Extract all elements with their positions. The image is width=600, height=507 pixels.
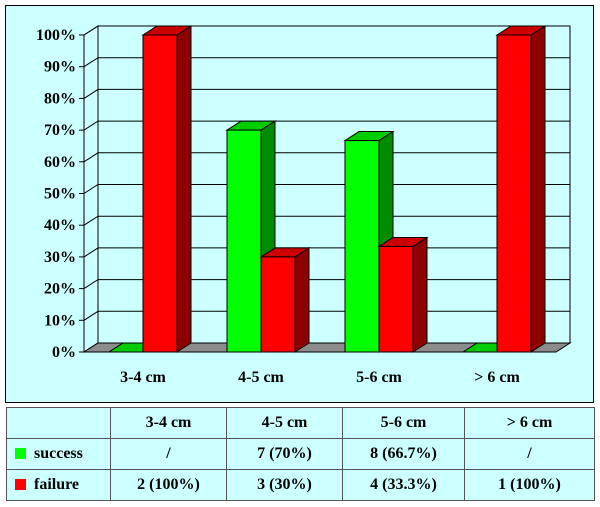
row-label-success: success	[6, 438, 111, 470]
row-label-text: success	[34, 445, 83, 462]
y-tick-label: 60%	[44, 154, 76, 171]
y-tick-label: 10%	[44, 312, 76, 329]
table-header-cell: 4-5 cm	[226, 407, 343, 439]
bar-success	[344, 140, 380, 353]
x-tick-label: 3-4 cm	[120, 369, 166, 386]
y-tick-label: 100%	[36, 27, 76, 44]
gridline	[83, 120, 570, 131]
bar-failure	[260, 256, 296, 353]
table-header-cell: 5-6 cm	[342, 407, 465, 439]
bar-failure	[142, 34, 178, 353]
table-cell: 1 (100%)	[464, 469, 595, 501]
gridline	[83, 57, 570, 68]
table-row-failure: failure 2 (100%) 3 (30%) 4 (33.3%) 1 (10…	[6, 469, 595, 501]
y-tick-label: 40%	[44, 217, 76, 234]
y-tick-label: 70%	[44, 122, 76, 139]
table-cell: 3 (30%)	[226, 469, 343, 501]
y-tick-label: 30%	[44, 249, 76, 266]
table-header-cell: 3-4 cm	[110, 407, 227, 439]
y-tick-label: 20%	[44, 281, 76, 298]
bar-chart: 0% 10% 20% 30% 40% 50% 60% 70% 80% 90% 100% 3-4 cm 4…	[36, 25, 572, 386]
bar-failure-side	[294, 246, 310, 353]
table-row-success: success / 7 (70%) 8 (66.7%) /	[6, 438, 595, 470]
bar-failure	[378, 245, 414, 353]
x-tick-label: 4-5 cm	[238, 369, 284, 386]
x-tick-label: > 6 cm	[474, 369, 520, 386]
table-header-cell: > 6 cm	[464, 407, 595, 439]
table-cell: 2 (100%)	[110, 469, 227, 501]
y-tick-label: 80%	[44, 90, 76, 107]
y-tick-label: 50%	[44, 186, 76, 203]
x-tick-label: 5-6 cm	[356, 369, 402, 386]
table-cell: 4 (33.3%)	[342, 469, 465, 501]
table-header-cell	[6, 407, 111, 439]
gridline	[83, 215, 570, 226]
row-label-failure: failure	[6, 469, 111, 501]
gridline	[83, 184, 570, 194]
table-cell: /	[110, 438, 227, 470]
table-cell: 8 (66.7%)	[342, 438, 465, 470]
success-legend-swatch	[15, 448, 26, 459]
bar-success	[226, 129, 262, 353]
gridline	[83, 88, 570, 99]
failure-legend-swatch	[15, 479, 26, 490]
bar-failure-side	[412, 236, 428, 353]
data-table: 3-4 cm 4-5 cm 5-6 cm > 6 cm success / 7 …	[6, 407, 595, 501]
bar-failure-side	[530, 25, 546, 353]
gridline	[83, 25, 570, 36]
y-tick-label: 0%	[52, 344, 76, 361]
bar-failure	[496, 34, 532, 353]
table-header-row: 3-4 cm 4-5 cm 5-6 cm > 6 cm	[6, 407, 595, 439]
gridline	[83, 152, 570, 163]
y-tick-label: 90%	[44, 59, 76, 76]
table-cell: /	[464, 438, 595, 470]
row-label-text: failure	[34, 476, 80, 493]
table-cell: 7 (70%)	[226, 438, 343, 470]
bar-failure-side	[176, 25, 192, 353]
